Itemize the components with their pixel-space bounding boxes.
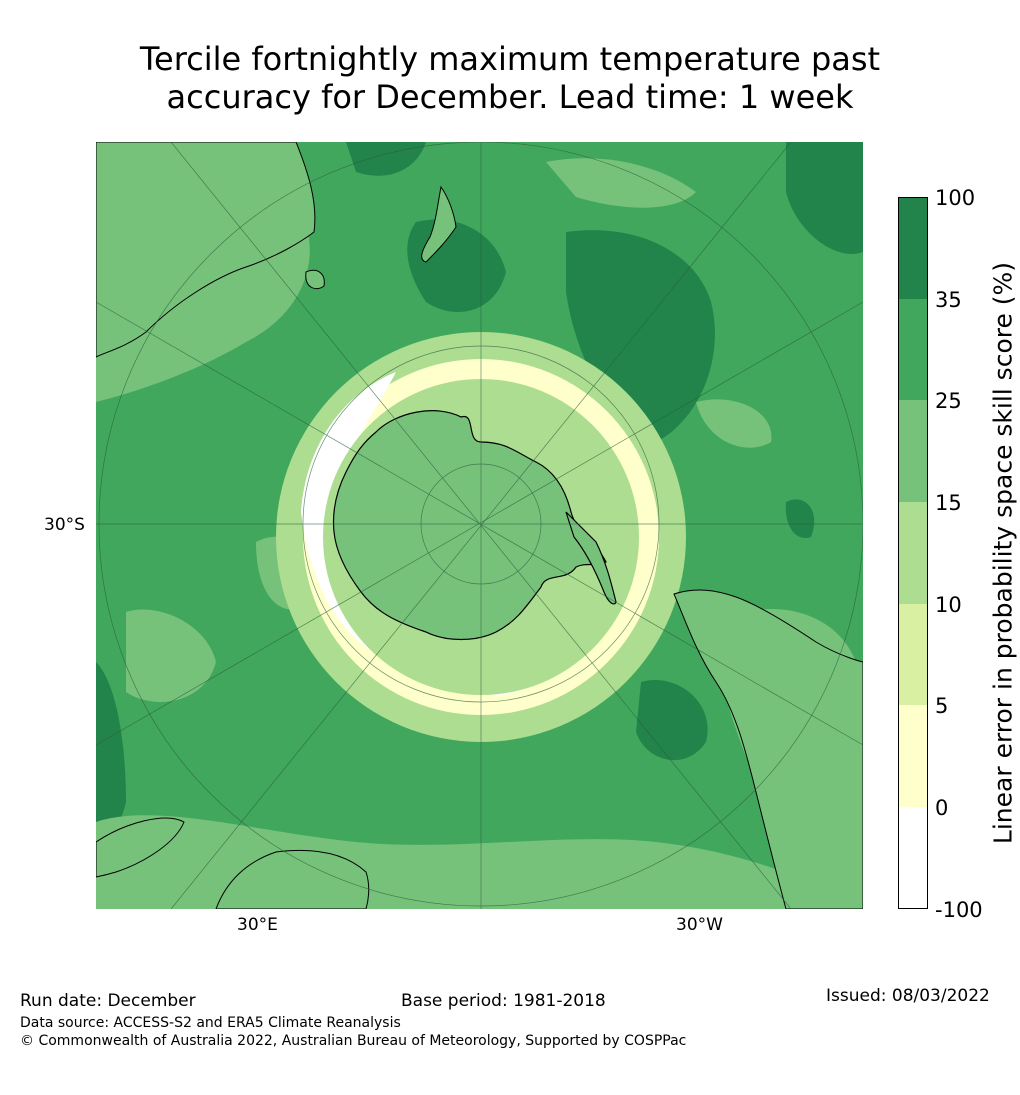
skill-region-high bbox=[786, 142, 863, 254]
map-canvas bbox=[96, 142, 863, 909]
run-date: Run date: December bbox=[20, 991, 196, 1011]
lat-label-30s: 30°S bbox=[44, 515, 85, 535]
lon-label-30e: 30°E bbox=[237, 915, 278, 935]
colorbar-bin bbox=[898, 197, 928, 299]
data-source: Data source: ACCESS-S2 and ERA5 Climate … bbox=[20, 1015, 401, 1031]
copyright-notice: © Commonwealth of Australia 2022, Austra… bbox=[20, 1033, 687, 1049]
new-zealand-landmass bbox=[421, 185, 457, 263]
graticule bbox=[96, 142, 863, 909]
colorbar-tick: 5 bbox=[935, 694, 949, 718]
australia-landmass bbox=[96, 142, 316, 358]
colorbar-bin bbox=[898, 502, 928, 604]
skill-score-map bbox=[96, 142, 863, 909]
colorbar-tick: 10 bbox=[935, 593, 962, 617]
issued-date: Issued: 08/03/2022 bbox=[826, 986, 990, 1006]
colorbar-tick: 15 bbox=[935, 491, 962, 515]
colorbar-tick: -100 bbox=[935, 898, 983, 922]
skill-region-high bbox=[636, 680, 708, 761]
colorbar-bin bbox=[898, 604, 928, 705]
madagascar-landmass bbox=[96, 817, 185, 878]
colorbar-bin bbox=[898, 299, 928, 400]
polar-ring-negative bbox=[301, 372, 396, 662]
colorbar bbox=[898, 197, 928, 909]
lon-label-30w: 30°W bbox=[676, 915, 723, 935]
skill-region-high bbox=[96, 662, 126, 862]
skill-region-mid bbox=[546, 158, 696, 208]
map-title: Tercile fortnightly maximum temperature … bbox=[0, 40, 1020, 116]
colorbar-tick: 25 bbox=[935, 389, 962, 413]
title-line-1: Tercile fortnightly maximum temperature … bbox=[139, 40, 881, 78]
skill-region-high bbox=[346, 142, 426, 176]
colorbar-bin bbox=[898, 400, 928, 502]
colorbar-bin bbox=[898, 705, 928, 807]
base-period: Base period: 1981-2018 bbox=[401, 991, 606, 1011]
colorbar-swatches bbox=[898, 197, 928, 909]
skill-region-mid bbox=[696, 399, 772, 448]
south-america-landmass bbox=[673, 589, 863, 909]
skill-region-mid bbox=[126, 609, 216, 702]
colorbar-label: Linear error in probability space skill … bbox=[988, 261, 1018, 845]
colorbar-tick: 100 bbox=[935, 186, 976, 210]
africa-landmass bbox=[215, 849, 370, 909]
colorbar-tick: 0 bbox=[935, 796, 949, 820]
colorbar-tick: 35 bbox=[935, 288, 962, 312]
tasmania-landmass bbox=[305, 269, 325, 290]
colorbar-bin bbox=[898, 807, 928, 909]
colorbar-frame bbox=[898, 197, 928, 909]
title-line-2: accuracy for December. Lead time: 1 week bbox=[166, 78, 854, 116]
skill-region-high bbox=[785, 499, 815, 538]
